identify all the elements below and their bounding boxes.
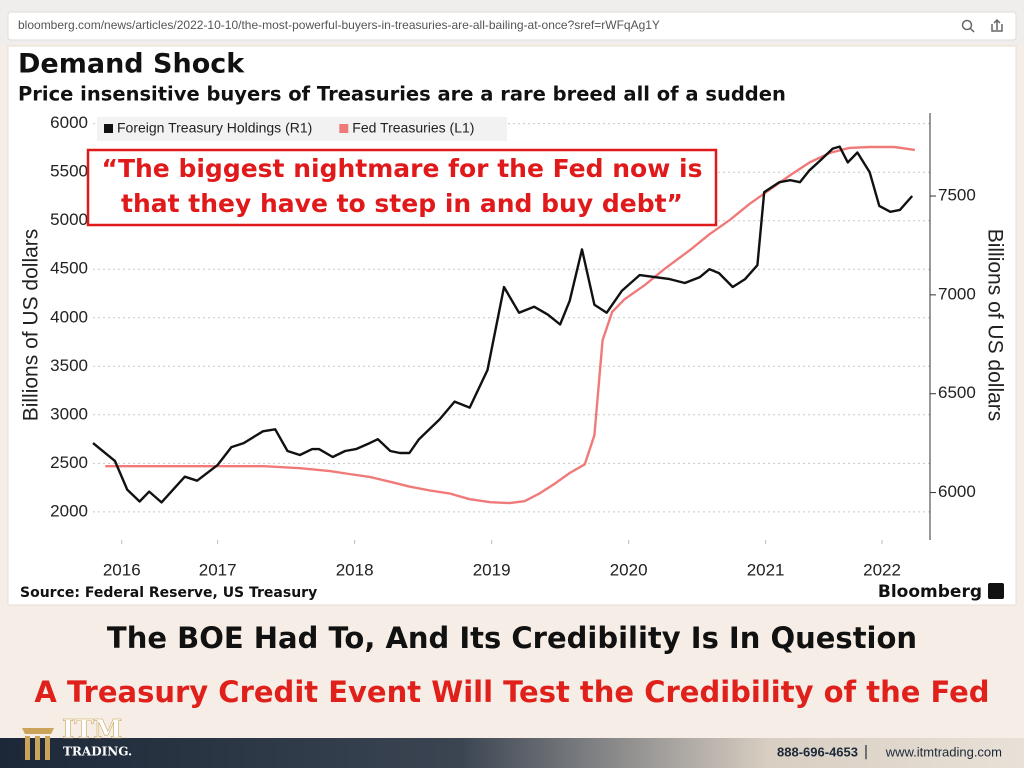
legend-box [97,117,507,141]
browser-icons [961,18,1003,33]
brand: Bloomberg [878,582,982,602]
footer-bar [0,738,1024,768]
headline: A Treasury Credit Event Will Test the Cr… [34,675,989,709]
legend-swatch [104,124,113,133]
source: Source: Federal Reserve, US Treasury [20,585,317,601]
y2-tick-label: 6000 [938,482,976,501]
logo-text: ITM [62,715,122,745]
y-tick-label: 3500 [50,356,88,375]
x-tick-label: 2022 [863,560,901,579]
headline: The BOE Had To, And Its Credibility Is I… [107,621,917,655]
separator: | [864,744,869,760]
annotation-line: that they have to step in and buy debt” [121,189,683,218]
y2-axis-label: Billions of US dollars [983,229,1006,422]
annotation-line: “The biggest nightmare for the Fed now i… [102,154,703,183]
x-tick-label: 2016 [103,560,141,579]
x-tick-label: 2017 [199,560,237,579]
plot: 2000 2500 3000 3500 4000 4500 5000 5500 6000 6000… [50,113,976,579]
logo-subtext: TRADING. [63,745,132,759]
y2-tick-label: 7000 [938,284,976,303]
x-tick-label: 2020 [610,560,648,579]
annotation-box [86,148,718,227]
brand-icon [988,583,1004,599]
y2-tick-label: 7500 [938,186,976,205]
phone: 888-696-4653 [777,744,858,759]
series-line [92,145,914,504]
x-tick-label: 2021 [747,560,785,579]
y-axis-label: Billions of US dollars [20,229,43,422]
legend-label: Fed Treasuries (L1) [352,120,474,136]
chart-title: Demand Shock [18,49,245,80]
x-tick-label: 2018 [336,560,374,579]
y-tick-label: 4000 [50,307,88,326]
x-tick-label: 2019 [473,560,511,579]
share-icon[interactable] [991,18,1003,32]
logo: ITM TRADING. [22,715,132,760]
legend: Foreign Treasury Holdings (R1) Fed Treasu… [97,117,507,141]
zoom-icon[interactable] [961,19,973,31]
y-tick-label: 5500 [50,162,88,181]
y-tick-label: 6000 [50,113,88,132]
url: bloomberg.com/news/articles/2022-10-10/t… [18,18,660,32]
y-tick-label: 4500 [50,259,88,278]
y-tick-label: 2000 [50,501,88,520]
legend-swatch [339,124,349,133]
legend-label: Foreign Treasury Holdings (R1) [117,120,312,136]
y-tick-label: 3000 [50,404,88,423]
y-tick-label: 2500 [50,453,88,472]
series-line [105,145,916,505]
chart-subtitle: Price insensitive buyers of Treasuries a… [18,83,786,106]
y2-tick-label: 6500 [938,383,976,402]
address-bar[interactable] [7,11,1017,41]
website[interactable]: www.itmtrading.com [885,744,1002,759]
y-tick-label: 5000 [50,210,88,229]
